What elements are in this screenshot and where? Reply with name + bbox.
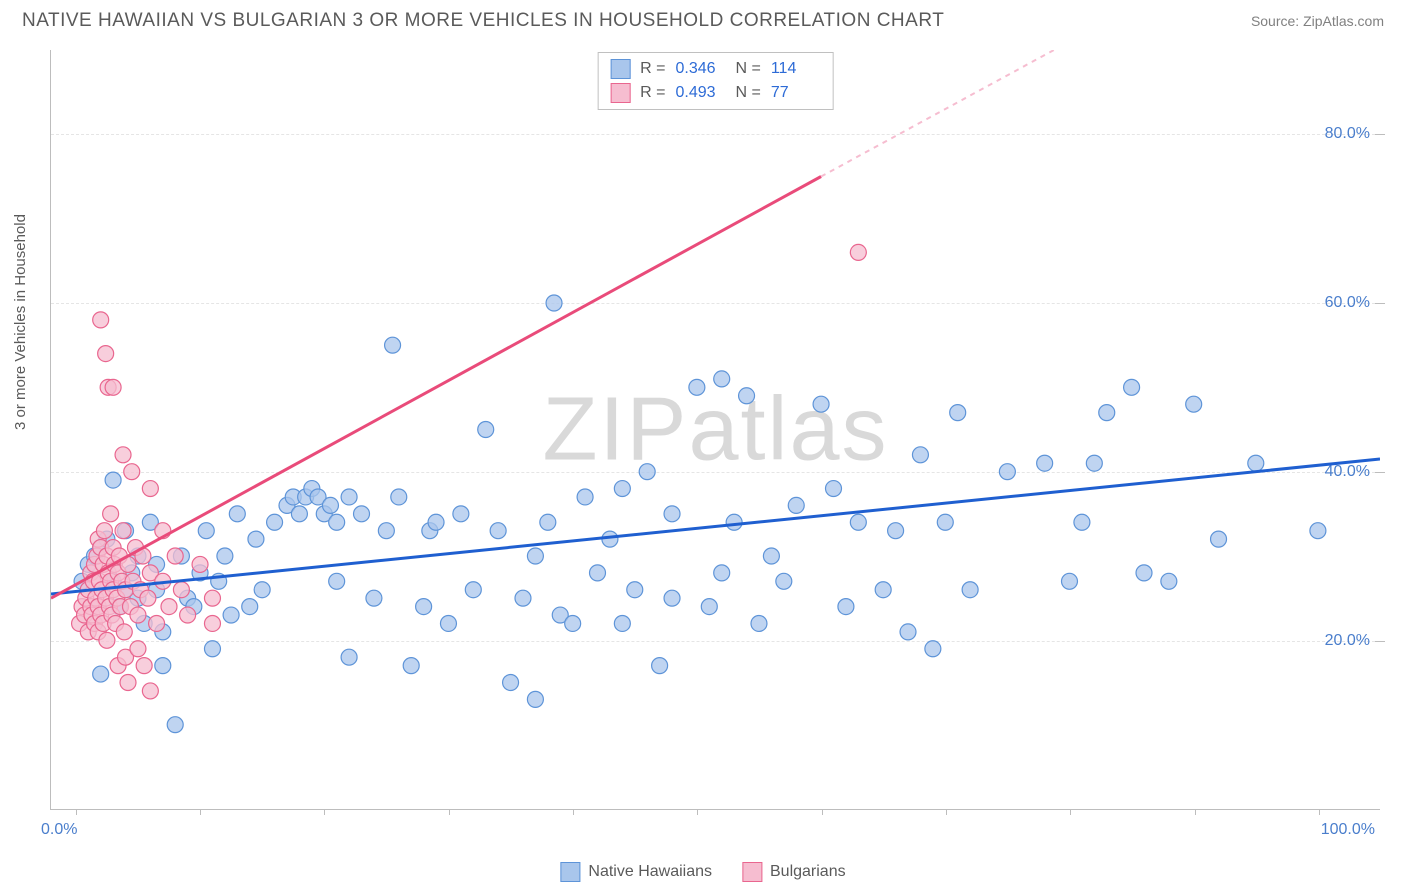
source-label: Source: ZipAtlas.com — [1251, 13, 1384, 29]
x-tick — [1319, 809, 1320, 815]
series-legend: Native Hawaiians Bulgarians — [560, 862, 845, 882]
legend-item-hawaiians: Native Hawaiians — [560, 862, 712, 882]
x-axis-min-label: 0.0% — [41, 821, 77, 839]
x-tick — [1195, 809, 1196, 815]
legend-row-pink: R = 0.493 N = 77 — [610, 81, 821, 105]
chart-plot-area: ZIPatlas R = 0.346 N = 114 R = 0.493 N =… — [50, 50, 1380, 810]
x-tick — [697, 809, 698, 815]
blue-swatch-icon — [610, 59, 630, 79]
correlation-legend: R = 0.346 N = 114 R = 0.493 N = 77 — [597, 52, 834, 110]
chart-title: NATIVE HAWAIIAN VS BULGARIAN 3 OR MORE V… — [22, 10, 944, 32]
scatter-svg — [51, 50, 1380, 809]
x-tick — [200, 809, 201, 815]
x-tick — [76, 809, 77, 815]
x-tick — [573, 809, 574, 815]
blue-swatch-icon — [560, 862, 580, 882]
y-axis-title: 3 or more Vehicles in Household — [12, 214, 29, 430]
pink-swatch-icon — [742, 862, 762, 882]
x-tick — [1070, 809, 1071, 815]
pink-swatch-icon — [610, 83, 630, 103]
x-axis-max-label: 100.0% — [1321, 821, 1375, 839]
x-tick — [324, 809, 325, 815]
x-tick — [946, 809, 947, 815]
x-tick — [822, 809, 823, 815]
legend-item-bulgarians: Bulgarians — [742, 862, 846, 882]
legend-row-blue: R = 0.346 N = 114 — [610, 57, 821, 81]
x-tick — [449, 809, 450, 815]
